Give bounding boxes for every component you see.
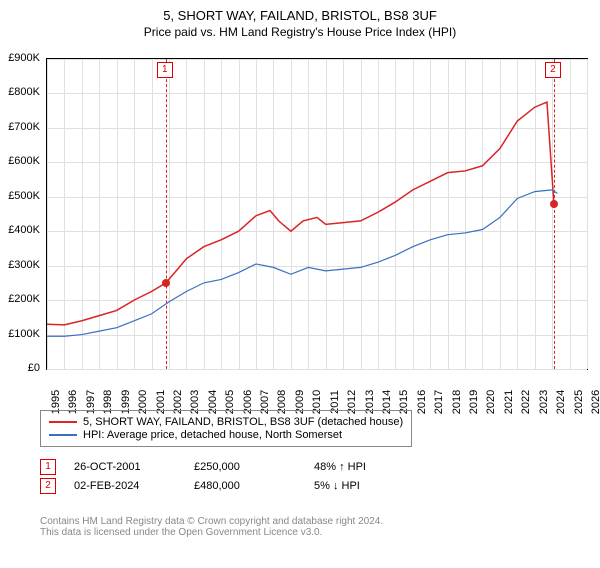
x-tick-label: 2018 (451, 390, 463, 414)
x-tick-label: 2021 (503, 390, 515, 414)
chart-title: 5, SHORT WAY, FAILAND, BRISTOL, BS8 3UF (0, 8, 600, 23)
event-marker-box: 1 (157, 62, 173, 78)
event-marker-box: 2 (545, 62, 561, 78)
event-date: 26-OCT-2001 (74, 461, 194, 473)
y-tick-label: £700K (0, 121, 40, 133)
y-tick-label: £500K (0, 190, 40, 202)
event-number-box: 1 (40, 459, 56, 475)
x-tick-label: 2017 (433, 390, 445, 414)
series-svg (47, 59, 587, 369)
event-delta: 48% ↑ HPI (314, 461, 434, 473)
series-line (47, 190, 557, 336)
chart-subtitle: Price paid vs. HM Land Registry's House … (0, 25, 600, 39)
legend-item: HPI: Average price, detached house, Nort… (49, 429, 403, 441)
legend-label: 5, SHORT WAY, FAILAND, BRISTOL, BS8 3UF … (83, 416, 403, 428)
x-tick-label: 2022 (520, 390, 532, 414)
x-tick-label: 2023 (538, 390, 550, 414)
footer-line-1: Contains HM Land Registry data © Crown c… (40, 516, 383, 527)
y-tick-label: £300K (0, 259, 40, 271)
y-tick-label: £200K (0, 293, 40, 305)
event-number-box: 2 (40, 478, 56, 494)
event-price: £250,000 (194, 461, 314, 473)
y-tick-label: £900K (0, 52, 40, 64)
series-line (47, 102, 554, 325)
legend-item: 5, SHORT WAY, FAILAND, BRISTOL, BS8 3UF … (49, 416, 403, 428)
legend-swatch (49, 434, 77, 436)
price-marker-dot (550, 200, 558, 208)
event-date: 02-FEB-2024 (74, 480, 194, 492)
x-tick-label: 2020 (485, 390, 497, 414)
x-tick-label: 2016 (416, 390, 428, 414)
chart-container: 5, SHORT WAY, FAILAND, BRISTOL, BS8 3UF … (0, 8, 600, 568)
footer-line-2: This data is licensed under the Open Gov… (40, 527, 383, 538)
events-table: 1 26-OCT-2001£250,00048% ↑ HPI 2 02-FEB-202… (40, 456, 434, 497)
event-row: 1 26-OCT-2001£250,00048% ↑ HPI (40, 459, 434, 475)
event-delta: 5% ↓ HPI (314, 480, 434, 492)
legend: 5, SHORT WAY, FAILAND, BRISTOL, BS8 3UF … (40, 410, 412, 447)
x-tick-label: 2026 (590, 390, 600, 414)
y-tick-label: £800K (0, 86, 40, 98)
event-price: £480,000 (194, 480, 314, 492)
price-marker-dot (162, 279, 170, 287)
x-tick-label: 2019 (468, 390, 480, 414)
footer-text: Contains HM Land Registry data © Crown c… (40, 516, 383, 538)
plot-area (46, 58, 588, 370)
y-tick-label: £0 (0, 362, 40, 374)
x-tick-label: 2025 (573, 390, 585, 414)
x-tick-label: 2024 (555, 390, 567, 414)
event-row: 2 02-FEB-2024£480,0005% ↓ HPI (40, 478, 434, 494)
legend-swatch (49, 421, 77, 423)
y-tick-label: £100K (0, 328, 40, 340)
y-tick-label: £400K (0, 224, 40, 236)
y-tick-label: £600K (0, 155, 40, 167)
legend-label: HPI: Average price, detached house, Nort… (83, 429, 342, 441)
